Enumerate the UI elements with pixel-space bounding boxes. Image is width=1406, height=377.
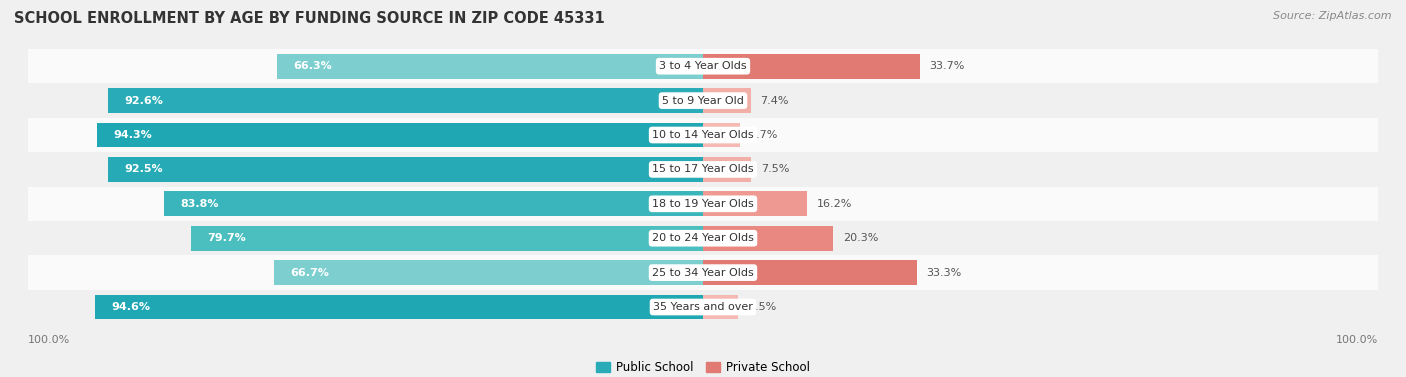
Text: 92.5%: 92.5% [125,164,163,175]
Bar [703,157,751,182]
Bar [703,54,920,78]
Bar [165,192,703,216]
Text: 25 to 34 Year Olds: 25 to 34 Year Olds [652,268,754,277]
Text: 16.2%: 16.2% [817,199,852,209]
Text: 20 to 24 Year Olds: 20 to 24 Year Olds [652,233,754,243]
Bar [277,54,703,78]
Bar [703,192,807,216]
Bar [28,118,1378,152]
Text: 15 to 17 Year Olds: 15 to 17 Year Olds [652,164,754,175]
Text: 5.5%: 5.5% [748,302,776,312]
Bar [703,295,738,319]
Bar [28,49,1378,83]
Bar [703,226,834,251]
Text: 79.7%: 79.7% [207,233,246,243]
Bar [703,260,917,285]
Text: 33.7%: 33.7% [929,61,965,71]
Bar [96,295,703,319]
Text: 7.5%: 7.5% [761,164,789,175]
Text: 100.0%: 100.0% [28,335,70,345]
Legend: Public School, Private School: Public School, Private School [592,356,814,377]
Text: 10 to 14 Year Olds: 10 to 14 Year Olds [652,130,754,140]
Bar [274,260,703,285]
Text: 5.7%: 5.7% [749,130,778,140]
Text: 35 Years and over: 35 Years and over [652,302,754,312]
Bar [28,256,1378,290]
Text: 94.6%: 94.6% [111,302,150,312]
Text: 66.3%: 66.3% [292,61,332,71]
Bar [28,152,1378,187]
Text: 94.3%: 94.3% [112,130,152,140]
Text: Source: ZipAtlas.com: Source: ZipAtlas.com [1274,11,1392,21]
Bar [191,226,703,251]
Bar [108,88,703,113]
Text: 18 to 19 Year Olds: 18 to 19 Year Olds [652,199,754,209]
Text: SCHOOL ENROLLMENT BY AGE BY FUNDING SOURCE IN ZIP CODE 45331: SCHOOL ENROLLMENT BY AGE BY FUNDING SOUR… [14,11,605,26]
Text: 33.3%: 33.3% [927,268,962,277]
Bar [28,221,1378,256]
Text: 3 to 4 Year Olds: 3 to 4 Year Olds [659,61,747,71]
Bar [703,88,751,113]
Bar [97,123,703,147]
Bar [28,187,1378,221]
Text: 66.7%: 66.7% [291,268,329,277]
Text: 5 to 9 Year Old: 5 to 9 Year Old [662,96,744,106]
Text: 20.3%: 20.3% [844,233,879,243]
Bar [108,157,703,182]
Text: 7.4%: 7.4% [761,96,789,106]
Text: 92.6%: 92.6% [124,96,163,106]
Bar [28,83,1378,118]
Text: 83.8%: 83.8% [180,199,219,209]
Bar [703,123,740,147]
Text: 100.0%: 100.0% [1336,335,1378,345]
Bar [28,290,1378,324]
